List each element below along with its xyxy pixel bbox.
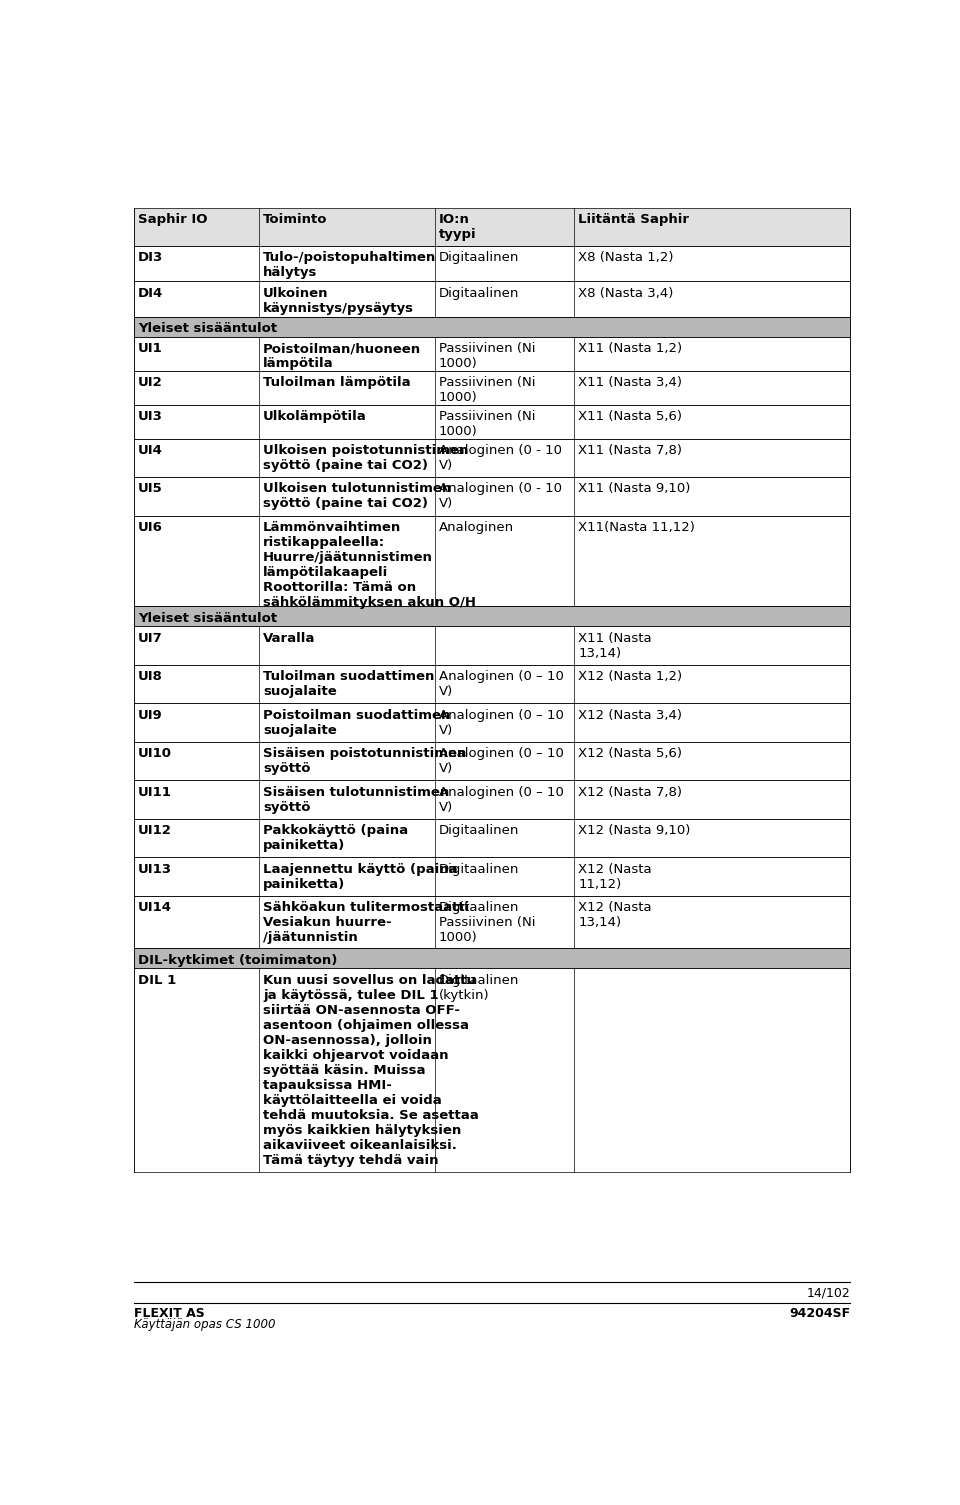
Text: UI3: UI3	[138, 409, 162, 423]
Bar	[134, 208, 850, 245]
Text: Digitaalinen: Digitaalinen	[439, 287, 519, 299]
Text: UI8: UI8	[138, 670, 162, 683]
Text: Kun uusi sovellus on ladattu
ja käytössä, tulee DIL 1
siirtää ON-asennosta OFF-
: Kun uusi sovellus on ladattu ja käytössä…	[263, 974, 479, 1166]
Text: X11 (Nasta 3,4): X11 (Nasta 3,4)	[578, 376, 683, 390]
Text: UI4: UI4	[138, 444, 162, 458]
Text: UI12: UI12	[138, 825, 172, 837]
Text: X8 (Nasta 3,4): X8 (Nasta 3,4)	[578, 287, 674, 299]
Text: Käyttäjän opas CS 1000: Käyttäjän opas CS 1000	[134, 1318, 276, 1330]
Text: X12 (Nasta 7,8): X12 (Nasta 7,8)	[578, 786, 683, 799]
Text: Analoginen (0 – 10
V): Analoginen (0 – 10 V)	[439, 748, 564, 775]
Text: X11 (Nasta
13,14): X11 (Nasta 13,14)	[578, 632, 652, 659]
Bar	[134, 438, 850, 477]
Text: UI9: UI9	[138, 709, 162, 722]
Text: UI2: UI2	[138, 376, 162, 390]
Text: Digitaalinen
Passiivinen (Ni
1000): Digitaalinen Passiivinen (Ni 1000)	[439, 901, 535, 944]
Text: Tuloilman suodattimen
suojalaite: Tuloilman suodattimen suojalaite	[263, 670, 435, 698]
Text: Liitäntä Saphir: Liitäntä Saphir	[578, 212, 689, 226]
Text: Sisäisen poistotunnistimen
syöttö: Sisäisen poistotunnistimen syöttö	[263, 748, 467, 775]
Text: UI10: UI10	[138, 748, 172, 760]
Text: Digitaalinen: Digitaalinen	[439, 251, 519, 265]
Text: Digitaalinen: Digitaalinen	[439, 825, 519, 837]
Text: Passiivinen (Ni
1000): Passiivinen (Ni 1000)	[439, 409, 535, 438]
Bar	[134, 607, 850, 626]
Text: X11 (Nasta 1,2): X11 (Nasta 1,2)	[578, 342, 683, 355]
Text: 94204SF: 94204SF	[789, 1308, 850, 1320]
Text: FLEXIT AS: FLEXIT AS	[134, 1308, 204, 1320]
Text: X12 (Nasta 1,2): X12 (Nasta 1,2)	[578, 670, 683, 683]
Text: DI3: DI3	[138, 251, 163, 265]
Text: Poistoilman suodattimen
suojalaite: Poistoilman suodattimen suojalaite	[263, 709, 450, 737]
Text: DIL-kytkimet (toimimaton): DIL-kytkimet (toimimaton)	[138, 954, 337, 966]
Text: 14/102: 14/102	[806, 1287, 850, 1299]
Text: Analoginen (0 - 10
V): Analoginen (0 - 10 V)	[439, 483, 562, 510]
Bar	[134, 626, 850, 665]
Bar	[134, 742, 850, 781]
Text: Yleiset sisääntulot: Yleiset sisääntulot	[138, 322, 276, 336]
Text: Analoginen: Analoginen	[439, 521, 514, 534]
Text: UI5: UI5	[138, 483, 162, 495]
Text: X11(Nasta 11,12): X11(Nasta 11,12)	[578, 521, 695, 534]
Bar	[134, 819, 850, 858]
Text: X11 (Nasta 9,10): X11 (Nasta 9,10)	[578, 483, 690, 495]
Text: IO:n
tyypi: IO:n tyypi	[439, 212, 476, 241]
Bar	[134, 516, 850, 607]
Text: X12 (Nasta 5,6): X12 (Nasta 5,6)	[578, 748, 683, 760]
Text: Ulkolämpötila: Ulkolämpötila	[263, 409, 367, 423]
Bar	[134, 318, 850, 337]
Text: Ulkoisen poistotunnistimen
syöttö (paine tai CO2): Ulkoisen poistotunnistimen syöttö (paine…	[263, 444, 468, 473]
Bar	[134, 405, 850, 438]
Text: X12 (Nasta 9,10): X12 (Nasta 9,10)	[578, 825, 690, 837]
Bar	[134, 895, 850, 948]
Text: X11 (Nasta 5,6): X11 (Nasta 5,6)	[578, 409, 683, 423]
Text: Ulkoisen tulotunnistimen
syöttö (paine tai CO2): Ulkoisen tulotunnistimen syöttö (paine t…	[263, 483, 451, 510]
Text: Varalla: Varalla	[263, 632, 316, 644]
Text: Analoginen (0 – 10
V): Analoginen (0 – 10 V)	[439, 786, 564, 814]
Bar	[134, 245, 850, 281]
Text: Passiivinen (Ni
1000): Passiivinen (Ni 1000)	[439, 376, 535, 405]
Bar	[134, 281, 850, 318]
Bar	[134, 370, 850, 405]
Text: Passiivinen (Ni
1000): Passiivinen (Ni 1000)	[439, 342, 535, 370]
Text: DI4: DI4	[138, 287, 163, 299]
Text: Tuloilman lämpötila: Tuloilman lämpötila	[263, 376, 411, 390]
Text: UI13: UI13	[138, 862, 172, 876]
Text: Sähköakun tulitermostaatti
Vesiakun huurre-
/jäätunnistin: Sähköakun tulitermostaatti Vesiakun huur…	[263, 901, 469, 944]
Bar	[134, 781, 850, 819]
Bar	[134, 948, 850, 968]
Text: Poistoilman/huoneen
lämpötila: Poistoilman/huoneen lämpötila	[263, 342, 421, 370]
Bar	[134, 665, 850, 703]
Text: Toiminto: Toiminto	[263, 212, 327, 226]
Bar	[134, 477, 850, 516]
Text: Sisäisen tulotunnistimen
syöttö: Sisäisen tulotunnistimen syöttö	[263, 786, 449, 814]
Text: UI11: UI11	[138, 786, 172, 799]
Text: Lämmönvaihtimen
ristikappaleella:
Huurre/jäätunnistimen
lämpötilakaapeli
Roottor: Lämmönvaihtimen ristikappaleella: Huurre…	[263, 521, 476, 610]
Text: UI7: UI7	[138, 632, 162, 644]
Text: Pakkokäyttö (paina
painiketta): Pakkokäyttö (paina painiketta)	[263, 825, 408, 852]
Text: X12 (Nasta
13,14): X12 (Nasta 13,14)	[578, 901, 652, 929]
Text: Analoginen (0 – 10
V): Analoginen (0 – 10 V)	[439, 670, 564, 698]
Text: X11 (Nasta 7,8): X11 (Nasta 7,8)	[578, 444, 683, 458]
Text: Laajennettu käyttö (paina
painiketta): Laajennettu käyttö (paina painiketta)	[263, 862, 458, 891]
Text: X12 (Nasta
11,12): X12 (Nasta 11,12)	[578, 862, 652, 891]
Text: Digitaalinen
(kytkin): Digitaalinen (kytkin)	[439, 974, 519, 1002]
Text: Analoginen (0 - 10
V): Analoginen (0 - 10 V)	[439, 444, 562, 473]
Text: UI14: UI14	[138, 901, 172, 915]
Text: Saphir IO: Saphir IO	[138, 212, 207, 226]
Bar	[134, 968, 850, 1172]
Text: Yleiset sisääntulot: Yleiset sisääntulot	[138, 613, 276, 625]
Text: UI1: UI1	[138, 342, 162, 355]
Text: Analoginen (0 – 10
V): Analoginen (0 – 10 V)	[439, 709, 564, 737]
Text: DIL 1: DIL 1	[138, 974, 176, 987]
Text: Digitaalinen: Digitaalinen	[439, 862, 519, 876]
Text: UI6: UI6	[138, 521, 162, 534]
Text: Ulkoinen
käynnistys/pysäytys: Ulkoinen käynnistys/pysäytys	[263, 287, 414, 315]
Bar	[134, 337, 850, 370]
Text: X12 (Nasta 3,4): X12 (Nasta 3,4)	[578, 709, 683, 722]
Bar	[134, 858, 850, 895]
Text: X8 (Nasta 1,2): X8 (Nasta 1,2)	[578, 251, 674, 265]
Text: Tulo-/poistopuhaltimen
hälytys: Tulo-/poistopuhaltimen hälytys	[263, 251, 437, 280]
Bar	[134, 703, 850, 742]
